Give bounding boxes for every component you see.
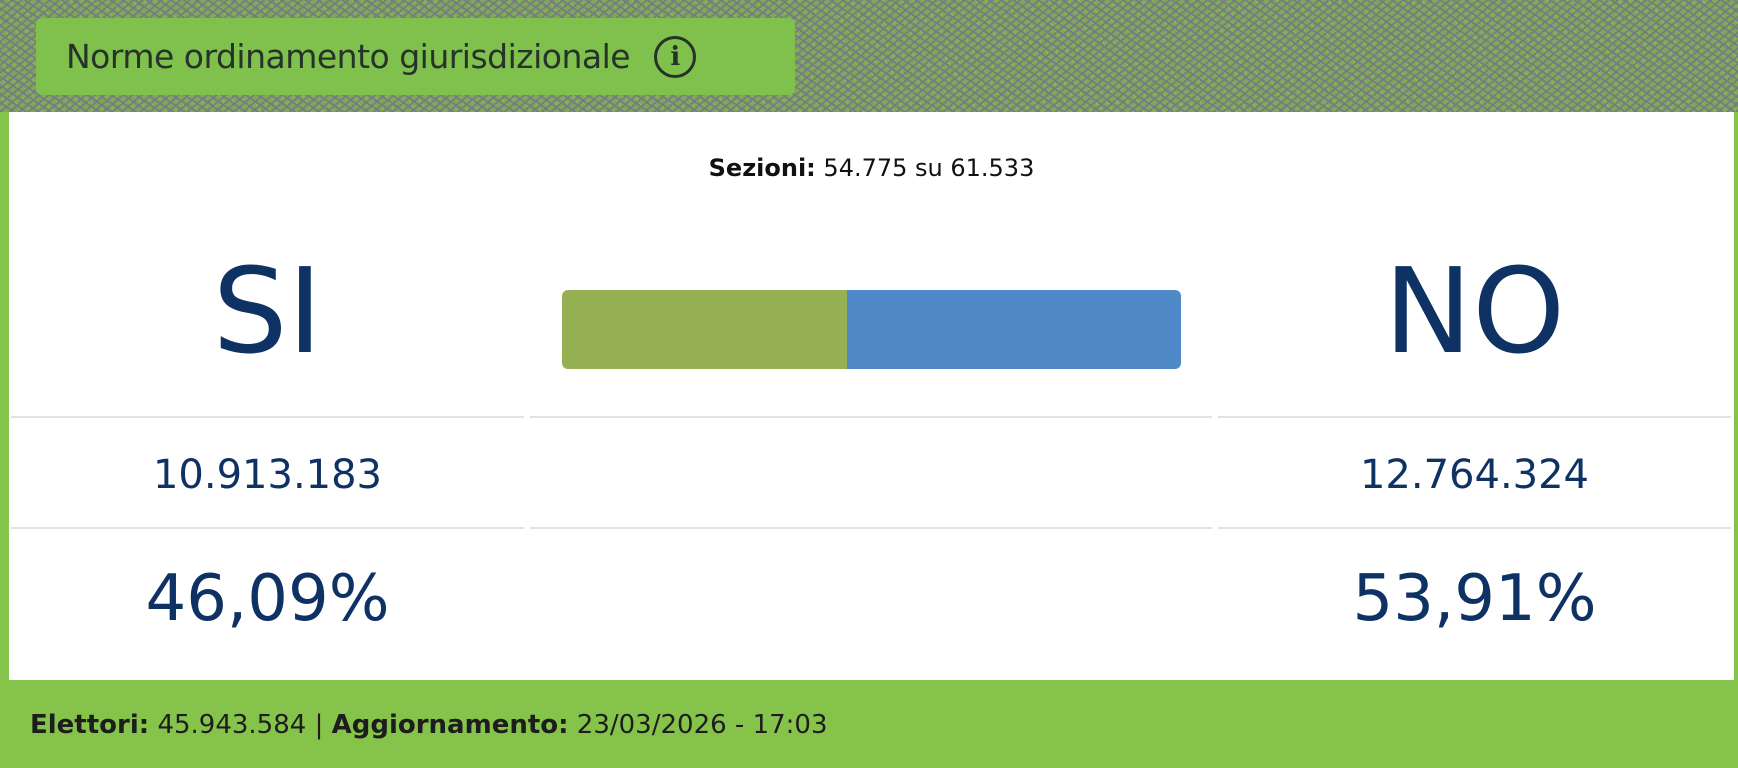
info-circle-icon[interactable]: i — [654, 35, 697, 78]
no-bar-segment — [847, 290, 1181, 369]
result-bar — [562, 290, 1181, 369]
separator: | — [314, 710, 324, 740]
footer-info: Elettori: 45.943.584 | Aggiornamento: 23… — [30, 710, 828, 740]
elettori-label: Elettori: — [30, 710, 150, 740]
si-votes: 10.913.183 — [152, 452, 383, 498]
sezioni-count: Sezioni: 54.775 su 61.533 — [9, 154, 1734, 182]
si-label: SI — [212, 242, 323, 380]
divider — [11, 527, 524, 529]
divider — [530, 416, 1212, 418]
no-percent: 53,91% — [1352, 562, 1597, 636]
divider — [1218, 527, 1731, 529]
si-percent: 46,09% — [145, 562, 390, 636]
sezioni-label: Sezioni: — [708, 154, 816, 182]
elettori-value: 45.943.584 — [157, 710, 307, 740]
divider — [1218, 416, 1731, 418]
no-votes: 12.764.324 — [1359, 452, 1590, 498]
divider — [11, 416, 524, 418]
referendum-title: Norme ordinamento giurisdizionale i — [36, 18, 795, 95]
divider — [530, 527, 1212, 529]
aggiornamento-label: Aggiornamento: — [331, 710, 569, 740]
no-label: NO — [1383, 242, 1566, 380]
aggiornamento-value: 23/03/2026 - 17:03 — [576, 710, 828, 740]
si-bar-segment — [562, 290, 848, 369]
sezioni-value: 54.775 su 61.533 — [823, 154, 1035, 182]
results-card: Sezioni: 54.775 su 61.533 SI NO 10.913.1… — [9, 112, 1734, 680]
title-text: Norme ordinamento giurisdizionale — [66, 37, 631, 76]
